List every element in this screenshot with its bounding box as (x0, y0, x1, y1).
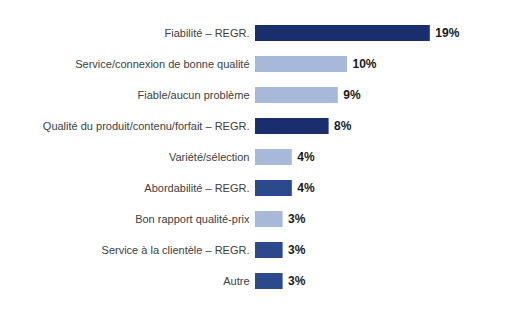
svg-text:Fiabilité – REGR.: Fiabilité – REGR. (165, 27, 250, 39)
svg-text:Autre: Autre (223, 275, 249, 287)
svg-text:Service/connexion de bonne qua: Service/connexion de bonne qualité (75, 58, 249, 70)
svg-text:10%: 10% (353, 57, 377, 71)
svg-text:4%: 4% (297, 150, 315, 164)
svg-text:Abordabilité – REGR.: Abordabilité – REGR. (144, 182, 249, 194)
svg-text:3%: 3% (288, 243, 306, 257)
svg-text:Variété/sélection: Variété/sélection (169, 151, 250, 163)
svg-text:Qualité du produit/contenu/for: Qualité du produit/contenu/forfait – REG… (43, 120, 250, 132)
svg-text:8%: 8% (334, 119, 352, 133)
svg-text:Fiable/aucun problème: Fiable/aucun problème (138, 89, 250, 101)
svg-text:9%: 9% (343, 88, 361, 102)
svg-text:3%: 3% (288, 212, 306, 226)
svg-text:Service à la clientèle – REGR.: Service à la clientèle – REGR. (102, 244, 250, 256)
svg-text:19%: 19% (435, 26, 459, 40)
svg-text:4%: 4% (297, 181, 315, 195)
svg-text:Bon rapport qualité-prix: Bon rapport qualité-prix (135, 213, 250, 225)
svg-text:3%: 3% (288, 274, 306, 288)
